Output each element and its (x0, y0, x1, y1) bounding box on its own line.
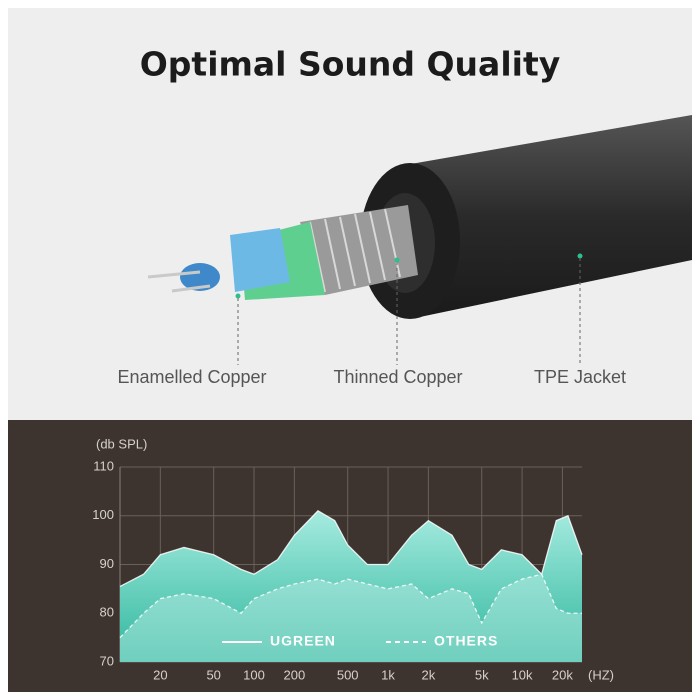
title: Optimal Sound Quality (140, 45, 560, 84)
part-label: TPE Jacket (534, 367, 626, 387)
x-tick-label: 500 (337, 667, 359, 682)
x-tick-label: 50 (206, 667, 220, 682)
x-tick-label: 2k (422, 667, 436, 682)
series-line (119, 573, 582, 639)
x-tick-label: 100 (243, 667, 265, 682)
y-tick-label: 70 (100, 653, 114, 668)
x-axis-label: (HZ) (588, 667, 614, 682)
series-area (120, 510, 582, 662)
legend-label: UGREEN (270, 633, 336, 649)
x-tick-label: 20k (552, 667, 573, 682)
y-tick-label: 90 (100, 556, 114, 571)
part-label: Thinned Copper (333, 367, 462, 387)
series-area (120, 574, 582, 662)
cable-illustration (147, 115, 692, 365)
part-label: Enamelled Copper (117, 367, 266, 387)
x-tick-label: 10k (512, 667, 533, 682)
x-tick-label: 20 (153, 667, 167, 682)
series-line (119, 510, 583, 588)
y-tick-label: 100 (92, 507, 114, 522)
legend-label: OTHERS (434, 633, 498, 649)
x-tick-label: 200 (284, 667, 306, 682)
y-axis-label: (db SPL) (96, 436, 147, 451)
x-tick-label: 1k (381, 667, 395, 682)
x-tick-label: 5k (475, 667, 489, 682)
y-tick-label: 110 (93, 458, 114, 473)
y-tick-label: 80 (100, 605, 114, 620)
